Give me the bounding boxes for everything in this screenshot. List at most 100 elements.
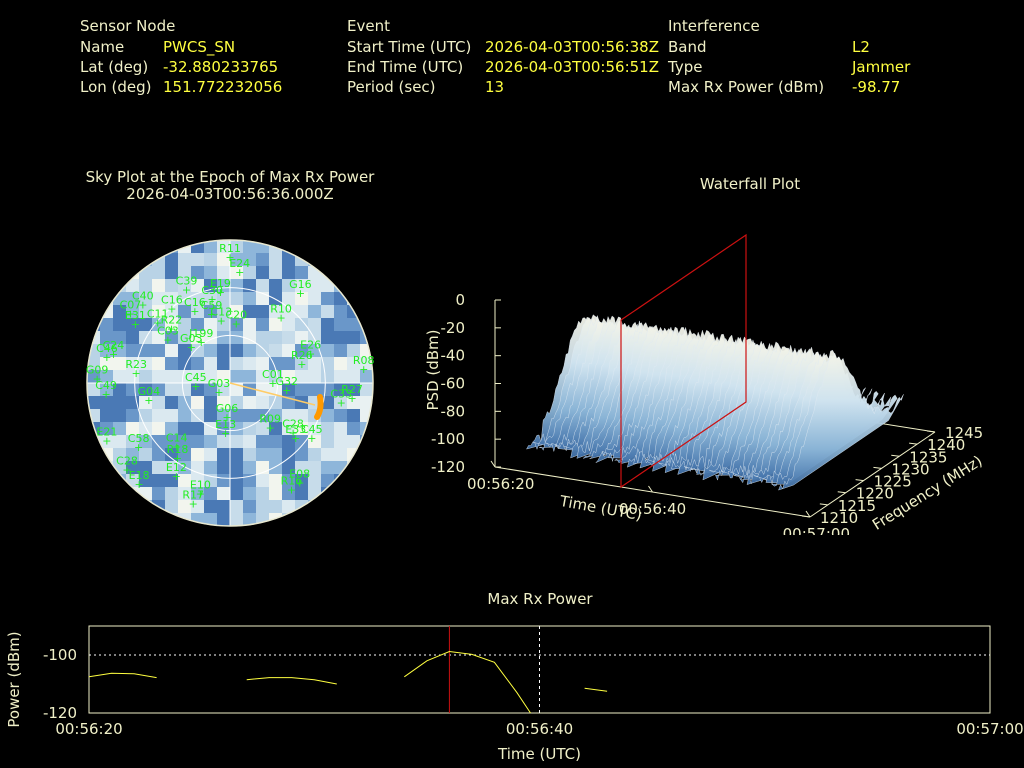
sky-heatmap-cell xyxy=(308,305,322,319)
sky-heatmap-cell xyxy=(126,409,140,423)
sky-heatmap-cell xyxy=(204,435,218,449)
sky-heatmap-cell xyxy=(321,448,335,462)
sky-heatmap-cell xyxy=(191,435,205,449)
sky-heatmap-cell xyxy=(243,435,257,449)
sky-heatmap-cell xyxy=(126,292,140,306)
satellite-label: C39 xyxy=(176,275,198,288)
sky-heatmap-cell xyxy=(87,279,101,293)
sky-heatmap-cell xyxy=(217,240,231,254)
sky-heatmap-cell xyxy=(243,253,257,267)
sky-heatmap-cell xyxy=(100,422,114,436)
time-tick xyxy=(490,460,496,468)
sky-heatmap-cell xyxy=(295,474,309,488)
sky-heatmap-cell xyxy=(139,422,153,436)
sensor-lon-value: 151.772232056 xyxy=(163,78,283,96)
event-start-value: 2026-04-03T00:56:38Z xyxy=(485,38,659,56)
satellite-label: C07 xyxy=(120,298,142,311)
satellite-r22: +R22 xyxy=(161,313,183,335)
satellite-marker: + xyxy=(92,372,101,385)
sky-heatmap-cell xyxy=(139,279,153,293)
sensor-name-label: Name xyxy=(80,38,125,56)
satellite-marker: + xyxy=(190,305,199,318)
satellite-e33: +E33 xyxy=(285,423,306,445)
satellite-label: C11 xyxy=(147,307,169,320)
frequency-tick xyxy=(891,454,900,457)
sky-heatmap-cell xyxy=(230,396,244,410)
sky-heatmap-cell xyxy=(217,396,231,410)
frequency-tick-label: 1235 xyxy=(909,448,947,466)
power-trace-segment xyxy=(246,677,337,685)
satellite-label: C45 xyxy=(301,423,323,436)
satellite-marker: + xyxy=(191,380,200,393)
sky-heatmap-cell xyxy=(191,253,205,267)
sky-heatmap-cell xyxy=(126,500,140,514)
sky-heatmap-cell xyxy=(347,422,361,436)
sky-heatmap-cell xyxy=(87,318,101,332)
sky-heatmap-cell xyxy=(295,396,309,410)
sky-heatmap-cell xyxy=(191,370,205,384)
sky-heatmap-cell xyxy=(360,448,373,462)
sky-heatmap-cell xyxy=(191,396,205,410)
time-axis-label: Time (UTC) xyxy=(557,492,643,524)
sky-heatmap-cell xyxy=(334,487,348,501)
sky-heatmap-cell xyxy=(295,266,309,280)
sky-heatmap-cell xyxy=(269,487,283,501)
sky-heatmap-cell xyxy=(230,461,244,475)
sky-heatmap-cell xyxy=(334,305,348,319)
sky-heatmap-cell xyxy=(100,266,114,280)
sky-heatmap-cell xyxy=(139,513,153,526)
satellite-e10: +E10 xyxy=(190,479,211,501)
sky-heatmap-cell xyxy=(152,318,166,332)
satellite-marker: + xyxy=(347,392,356,405)
sky-heatmap-cell xyxy=(87,292,101,306)
sky-heatmap-cell xyxy=(191,409,205,423)
satellite-label: C16 xyxy=(184,296,206,309)
power-tick-label: -120 xyxy=(43,704,77,722)
sky-heatmap-cell xyxy=(282,331,296,345)
sky-heatmap-cell xyxy=(334,357,348,371)
sky-heatmap-cell xyxy=(217,409,231,423)
sky-heatmap-cell xyxy=(113,357,127,371)
sky-heatmap-cell xyxy=(308,318,322,332)
sky-heatmap-cell xyxy=(347,344,361,358)
sky-heatmap-cell xyxy=(204,500,218,514)
sky-heatmap-cell xyxy=(139,461,153,475)
frequency-tick-label: 1225 xyxy=(874,473,912,491)
satellite-g03: +G03 xyxy=(208,377,231,399)
sky-heatmap-cell xyxy=(191,513,205,526)
sky-heatmap-cell xyxy=(113,240,127,254)
sky-heatmap-cell xyxy=(152,266,166,280)
sky-heatmap-cell xyxy=(360,513,373,526)
satellite-c45: +C45 xyxy=(185,371,207,393)
satellite-e24: +E24 xyxy=(229,257,250,279)
sky-heatmap-cell xyxy=(100,344,114,358)
sky-heatmap-cell xyxy=(256,409,270,423)
sky-heatmap-cell xyxy=(347,487,361,501)
sky-heatmap-cell xyxy=(152,513,166,526)
sky-heatmap-cell xyxy=(295,487,309,501)
sky-heatmap-cell xyxy=(321,253,335,267)
sky-heatmap-cell xyxy=(217,279,231,293)
satellite-label: R18 xyxy=(167,443,189,456)
satellite-c49: +C49 xyxy=(95,379,117,401)
sky-heatmap-cell xyxy=(334,513,348,526)
interference-band-value: L2 xyxy=(852,38,870,56)
sky-heatmap-cell xyxy=(334,331,348,345)
satellite-c16: +C16 xyxy=(184,296,206,318)
satellite-c16: +C16 xyxy=(161,294,183,316)
sky-heatmap-cell xyxy=(217,500,231,514)
sky-heatmap-cell xyxy=(204,409,218,423)
sky-heatmap-cell xyxy=(334,500,348,514)
sky-heatmap-cell xyxy=(165,422,179,436)
sky-heatmap-cell xyxy=(347,435,361,449)
sky-heatmap-cell xyxy=(217,266,231,280)
satellite-label: C16 xyxy=(161,294,183,307)
sky-heatmap-cell xyxy=(165,500,179,514)
sky-heatmap-cell xyxy=(178,474,192,488)
sky-heatmap-cell xyxy=(191,487,205,501)
satellite-marker: + xyxy=(172,470,181,483)
satellite-g32: +G32 xyxy=(276,375,299,397)
sky-heatmap-cell xyxy=(178,487,192,501)
satellite-e08: +E08 xyxy=(289,468,310,490)
sky-heatmap-cell xyxy=(191,344,205,358)
